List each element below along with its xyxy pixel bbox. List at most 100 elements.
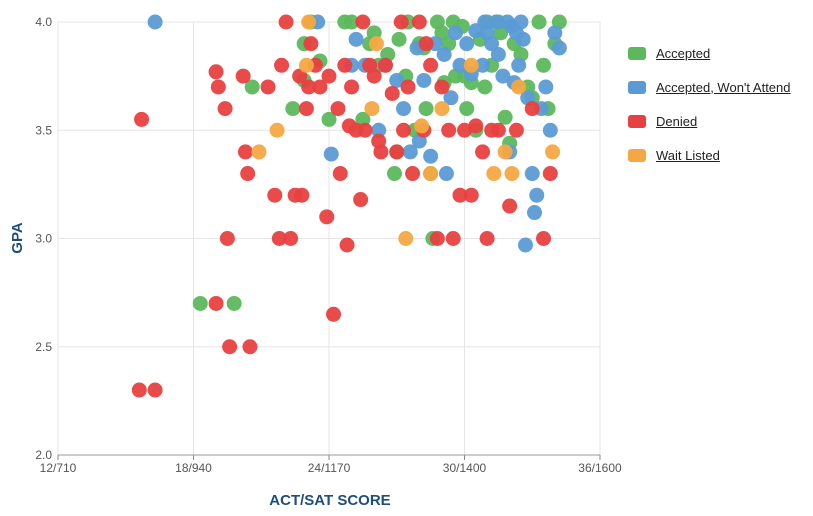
- data-point-wait-listed[interactable]: [398, 231, 414, 246]
- data-point-wait-listed[interactable]: [497, 144, 513, 160]
- data-point-denied[interactable]: [468, 118, 484, 134]
- data-point-accepted-won-t-attend[interactable]: [371, 122, 387, 138]
- data-point-accepted-won-t-attend[interactable]: [443, 90, 459, 106]
- legend-label-accepted-wont-attend[interactable]: Accepted, Won't Attend: [656, 79, 791, 95]
- data-point-accepted-won-t-attend[interactable]: [551, 40, 567, 56]
- data-point-accepted-won-t-attend[interactable]: [402, 144, 418, 160]
- legend-item-denied[interactable]: Denied: [628, 104, 791, 138]
- data-point-denied[interactable]: [429, 231, 445, 246]
- data-point-denied[interactable]: [524, 101, 540, 117]
- data-point-denied[interactable]: [502, 198, 518, 214]
- data-point-accepted[interactable]: [192, 295, 208, 311]
- data-point-denied[interactable]: [332, 166, 348, 182]
- data-point-wait-listed[interactable]: [463, 57, 479, 73]
- data-point-accepted-won-t-attend[interactable]: [436, 46, 452, 62]
- data-point-denied[interactable]: [400, 79, 416, 95]
- data-point-accepted-won-t-attend[interactable]: [517, 237, 533, 253]
- data-point-denied[interactable]: [235, 68, 251, 84]
- legend-label-wait-listed[interactable]: Wait Listed: [656, 147, 720, 163]
- data-point-denied[interactable]: [260, 79, 276, 95]
- data-point-accepted-won-t-attend[interactable]: [459, 36, 475, 52]
- data-point-denied[interactable]: [134, 111, 150, 127]
- data-point-wait-listed[interactable]: [414, 118, 430, 134]
- data-point-denied[interactable]: [355, 14, 371, 30]
- data-point-denied[interactable]: [222, 339, 238, 355]
- data-point-accepted[interactable]: [477, 79, 493, 95]
- data-point-denied[interactable]: [457, 122, 472, 138]
- data-point-accepted-won-t-attend[interactable]: [438, 166, 454, 182]
- data-point-accepted-won-t-attend[interactable]: [524, 166, 540, 182]
- data-point-wait-listed[interactable]: [486, 166, 502, 182]
- data-point-denied[interactable]: [371, 133, 387, 149]
- data-point-wait-listed[interactable]: [504, 166, 520, 182]
- data-point-denied[interactable]: [353, 192, 369, 208]
- data-point-accepted-won-t-attend[interactable]: [452, 57, 468, 73]
- data-point-denied[interactable]: [542, 166, 558, 182]
- data-point-denied[interactable]: [490, 122, 506, 138]
- data-point-denied[interactable]: [337, 57, 353, 73]
- legend-label-denied[interactable]: Denied: [656, 113, 698, 129]
- legend-item-accepted[interactable]: Accepted: [628, 36, 791, 70]
- data-point-denied[interactable]: [298, 101, 314, 117]
- data-point-denied[interactable]: [283, 231, 299, 246]
- legend-item-wait-listed[interactable]: Wait Listed: [628, 138, 791, 172]
- data-point-accepted[interactable]: [434, 25, 450, 41]
- data-point-denied[interactable]: [217, 101, 233, 117]
- data-point-accepted-won-t-attend[interactable]: [490, 46, 506, 62]
- data-point-accepted-won-t-attend[interactable]: [495, 68, 511, 84]
- data-point-wait-listed[interactable]: [251, 144, 267, 160]
- data-point-wait-listed[interactable]: [298, 57, 314, 73]
- data-point-wait-listed[interactable]: [301, 14, 317, 30]
- data-point-accepted[interactable]: [285, 101, 301, 117]
- data-point-accepted[interactable]: [391, 31, 407, 47]
- data-point-accepted-won-t-attend[interactable]: [416, 72, 432, 88]
- data-point-denied[interactable]: [219, 231, 235, 246]
- data-point-denied[interactable]: [242, 339, 258, 355]
- data-point-accepted-won-t-attend[interactable]: [547, 25, 563, 41]
- data-point-denied[interactable]: [396, 122, 412, 138]
- data-point-wait-listed[interactable]: [423, 166, 439, 182]
- data-point-accepted-won-t-attend[interactable]: [542, 122, 558, 138]
- data-point-denied[interactable]: [418, 36, 434, 52]
- data-point-denied[interactable]: [208, 295, 224, 311]
- data-point-accepted[interactable]: [244, 79, 260, 95]
- data-point-wait-listed[interactable]: [511, 79, 527, 95]
- data-point-accepted[interactable]: [531, 14, 547, 30]
- data-point-denied[interactable]: [411, 14, 427, 30]
- legend-label-accepted[interactable]: Accepted: [656, 45, 711, 61]
- data-point-accepted[interactable]: [321, 111, 337, 127]
- data-point-accepted[interactable]: [497, 109, 513, 125]
- data-point-accepted-won-t-attend[interactable]: [511, 57, 527, 73]
- data-point-denied[interactable]: [240, 166, 256, 182]
- data-point-wait-listed[interactable]: [545, 144, 561, 160]
- data-point-accepted[interactable]: [344, 14, 360, 30]
- data-point-wait-listed[interactable]: [368, 36, 384, 52]
- data-point-denied[interactable]: [326, 306, 342, 322]
- data-point-accepted-won-t-attend[interactable]: [396, 101, 412, 117]
- data-point-denied[interactable]: [339, 237, 355, 253]
- data-point-accepted-won-t-attend[interactable]: [475, 57, 491, 73]
- data-point-denied[interactable]: [208, 64, 224, 80]
- data-point-accepted[interactable]: [418, 101, 434, 117]
- data-point-denied[interactable]: [475, 144, 491, 160]
- data-point-denied[interactable]: [405, 166, 421, 182]
- data-point-denied[interactable]: [452, 187, 468, 203]
- data-point-denied[interactable]: [274, 57, 290, 73]
- data-point-accepted[interactable]: [226, 295, 242, 311]
- data-point-accepted-won-t-attend[interactable]: [389, 72, 405, 88]
- data-point-denied[interactable]: [271, 231, 287, 246]
- data-point-accepted-won-t-attend[interactable]: [323, 146, 339, 162]
- data-point-denied[interactable]: [292, 68, 308, 84]
- data-point-denied[interactable]: [434, 79, 450, 95]
- data-point-accepted-won-t-attend[interactable]: [513, 14, 529, 30]
- data-point-accepted-won-t-attend[interactable]: [477, 14, 493, 30]
- data-point-denied[interactable]: [389, 144, 405, 160]
- data-point-denied[interactable]: [445, 231, 461, 246]
- data-point-denied[interactable]: [237, 144, 253, 160]
- data-point-denied[interactable]: [384, 85, 400, 101]
- data-point-denied[interactable]: [536, 231, 552, 246]
- data-point-denied[interactable]: [344, 79, 360, 95]
- data-point-accepted-won-t-attend[interactable]: [529, 187, 545, 203]
- legend-item-accepted-wont-attend[interactable]: Accepted, Won't Attend: [628, 70, 791, 104]
- data-point-denied[interactable]: [330, 101, 346, 117]
